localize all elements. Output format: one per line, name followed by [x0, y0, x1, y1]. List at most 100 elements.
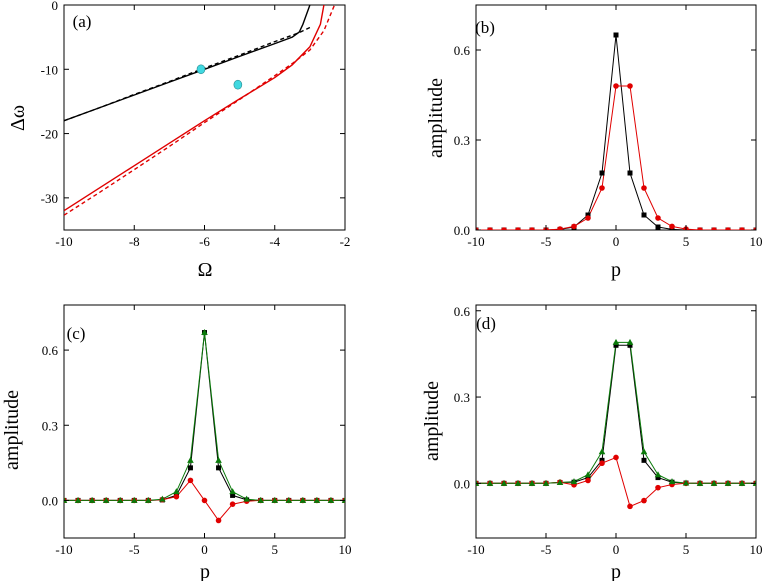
data-point-square — [187, 465, 193, 471]
data-point-triangle — [102, 496, 110, 503]
y-tick-label: 0 — [52, 0, 59, 13]
data-point-circle — [187, 477, 194, 484]
y-tick-label: 0.0 — [454, 476, 470, 491]
data-point-circle — [585, 477, 591, 484]
data-point-circle — [487, 227, 493, 230]
data-point-square — [585, 212, 591, 218]
data-point-triangle — [187, 456, 194, 463]
data-point-triangle — [556, 478, 564, 485]
data-point-triangle — [299, 496, 307, 503]
data-layer — [476, 338, 756, 510]
data-point-circle — [571, 223, 577, 230]
y-tick-label: -10 — [41, 62, 58, 77]
x-tick-label: 10 — [339, 542, 352, 557]
data-point-circle — [613, 454, 619, 461]
series-line-3 — [64, 5, 336, 216]
y-tick-label: 0.3 — [454, 390, 470, 405]
x-tick-label: -2 — [340, 234, 351, 249]
data-point-circle — [669, 223, 675, 230]
data-point-triangle — [327, 496, 335, 503]
data-point-triangle — [570, 478, 578, 485]
data-point-triangle — [257, 496, 264, 503]
data-point-triangle — [486, 479, 494, 486]
data-point-circle — [641, 185, 647, 191]
data-point-circle — [711, 227, 717, 230]
y-tick-label: 0.0 — [454, 223, 470, 238]
panel-c: -10 -5 0 5 10 0.0 0.3 0.6 (c) p amplitude — [1, 304, 352, 581]
data-point-square — [655, 475, 661, 481]
x-tick-label: 5 — [683, 234, 690, 249]
data-point-triangle — [116, 496, 124, 503]
data-point-triangle — [285, 496, 293, 503]
data-point-circle — [476, 227, 479, 230]
y-axis-label: amplitude — [1, 390, 23, 470]
data-point-triangle — [640, 448, 648, 455]
data-point-circle — [641, 497, 647, 504]
data-point-triangle — [738, 479, 746, 486]
data-point-circle — [753, 227, 756, 230]
data-point-square — [216, 465, 222, 471]
data-point-square — [627, 342, 633, 348]
data-point-triangle — [145, 496, 152, 503]
data-point-circle — [215, 517, 222, 524]
data-point-triangle — [74, 496, 82, 503]
data-point-triangle — [654, 471, 662, 478]
data-point-square — [641, 212, 647, 218]
highlight-point — [196, 64, 206, 75]
data-point-square — [613, 342, 619, 348]
x-axis-label: p — [611, 561, 621, 581]
x-tick-label: -10 — [467, 542, 484, 557]
data-point-circle — [739, 227, 745, 230]
x-tick-label: 0 — [613, 542, 620, 557]
data-layer — [64, 5, 336, 216]
data-point-square — [627, 170, 633, 176]
y-tick-label: 0.3 — [42, 418, 58, 433]
panel-label: (d) — [476, 314, 496, 333]
data-point-circle — [613, 83, 619, 89]
data-point-triangle — [159, 495, 166, 502]
data-point-triangle — [229, 488, 236, 495]
panel-d: -10 -5 0 5 10 0.0 0.3 0.6 (d) p amplitude — [421, 304, 763, 581]
data-point-circle — [529, 227, 535, 230]
y-tick-label: 0.0 — [42, 493, 58, 508]
data-layer — [476, 32, 756, 230]
data-point-square — [230, 492, 236, 498]
data-point-square — [641, 457, 647, 463]
data-layer — [64, 329, 345, 524]
panel-a: -10 -8 -6 -4 -20-10-20-30(a)ΩΔω — [7, 0, 350, 281]
data-point-circle — [173, 493, 180, 500]
data-point-circle — [515, 227, 521, 230]
x-tick-label: -4 — [269, 234, 280, 249]
series-line-0 — [64, 5, 311, 122]
data-point-triangle — [682, 479, 690, 486]
y-tick-label: -30 — [41, 191, 58, 206]
data-point-square — [585, 475, 591, 481]
x-tick-label: 5 — [683, 542, 690, 557]
data-point-circle — [655, 215, 661, 221]
data-point-triangle — [215, 456, 222, 463]
y-axis-label: Δω — [7, 105, 29, 131]
x-tick-label: -10 — [467, 234, 484, 249]
data-point-square — [613, 32, 619, 38]
panel-b: -10 -5 0 5 10 0.0 0.3 0.6 (b) p amplitude — [425, 4, 763, 281]
x-tick-label: 0 — [201, 542, 208, 557]
y-tick-label: 0.6 — [42, 343, 59, 358]
panel-label: (a) — [73, 12, 92, 31]
data-point-triangle — [313, 496, 321, 503]
data-point-circle — [655, 484, 661, 491]
data-point-square — [599, 170, 605, 176]
x-tick-label: -10 — [55, 234, 72, 249]
x-tick-label: -5 — [129, 542, 140, 557]
highlight-point — [233, 79, 243, 90]
y-axis-label: amplitude — [425, 78, 447, 158]
panel-label: (c) — [67, 324, 86, 343]
panel-label: (b) — [475, 18, 495, 37]
data-point-triangle — [500, 479, 508, 486]
data-point-circle — [697, 227, 703, 230]
data-point-triangle — [528, 479, 536, 486]
data-point-triangle — [542, 479, 550, 486]
y-tick-label: -20 — [41, 127, 58, 142]
x-axis-label: p — [611, 259, 621, 281]
data-point-circle — [585, 215, 591, 221]
